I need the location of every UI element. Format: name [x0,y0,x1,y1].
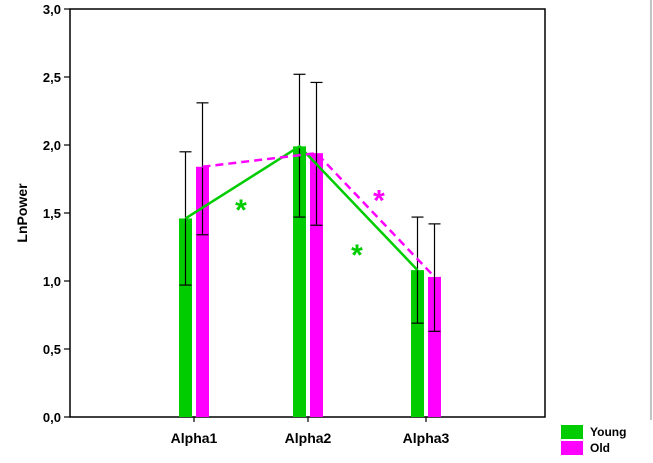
x-tick-label: Alpha2 [285,430,332,446]
y-tick-label: 1,5 [43,206,61,221]
y-tick-label: 2,5 [43,70,61,85]
bar-old-alpha3 [428,276,441,417]
bar-young-alpha1 [179,218,192,417]
plot-frame [69,8,546,418]
x-tick-label: Alpha1 [171,430,218,446]
legend-swatch-old [561,441,583,455]
legend-swatch-young [561,425,583,439]
significance-asterisk: * [235,194,247,227]
x-tick-label: Alpha3 [403,430,450,446]
bar-old-alpha1 [196,166,209,417]
line-young [184,144,419,271]
significance-asterisk: * [351,239,363,272]
legend-label-old: Old [590,441,610,455]
annotations: * * * [235,185,385,272]
bar-old-alpha2 [310,153,323,417]
y-tick-label: 1,0 [43,274,61,289]
y-tick-label: 2,0 [43,138,61,153]
bars [179,146,441,418]
y-axis-title: LnPower [14,183,30,243]
legend-label-young: Young [590,425,626,439]
trend-lines [184,144,436,278]
y-tick-label: 3,0 [43,2,61,17]
y-tick-label: 0,0 [43,410,61,425]
bar-young-alpha2 [293,146,306,418]
y-axis: 0,0 0,5 1,0 1,5 2,0 2,5 3,0 [43,2,70,425]
x-axis: Alpha1 Alpha2 Alpha3 [171,417,450,446]
legend: Young Old [561,425,626,455]
bar-young-alpha3 [411,270,424,417]
significance-asterisk: * [373,185,385,218]
y-tick-label: 0,5 [43,342,61,357]
line-old [202,151,436,278]
